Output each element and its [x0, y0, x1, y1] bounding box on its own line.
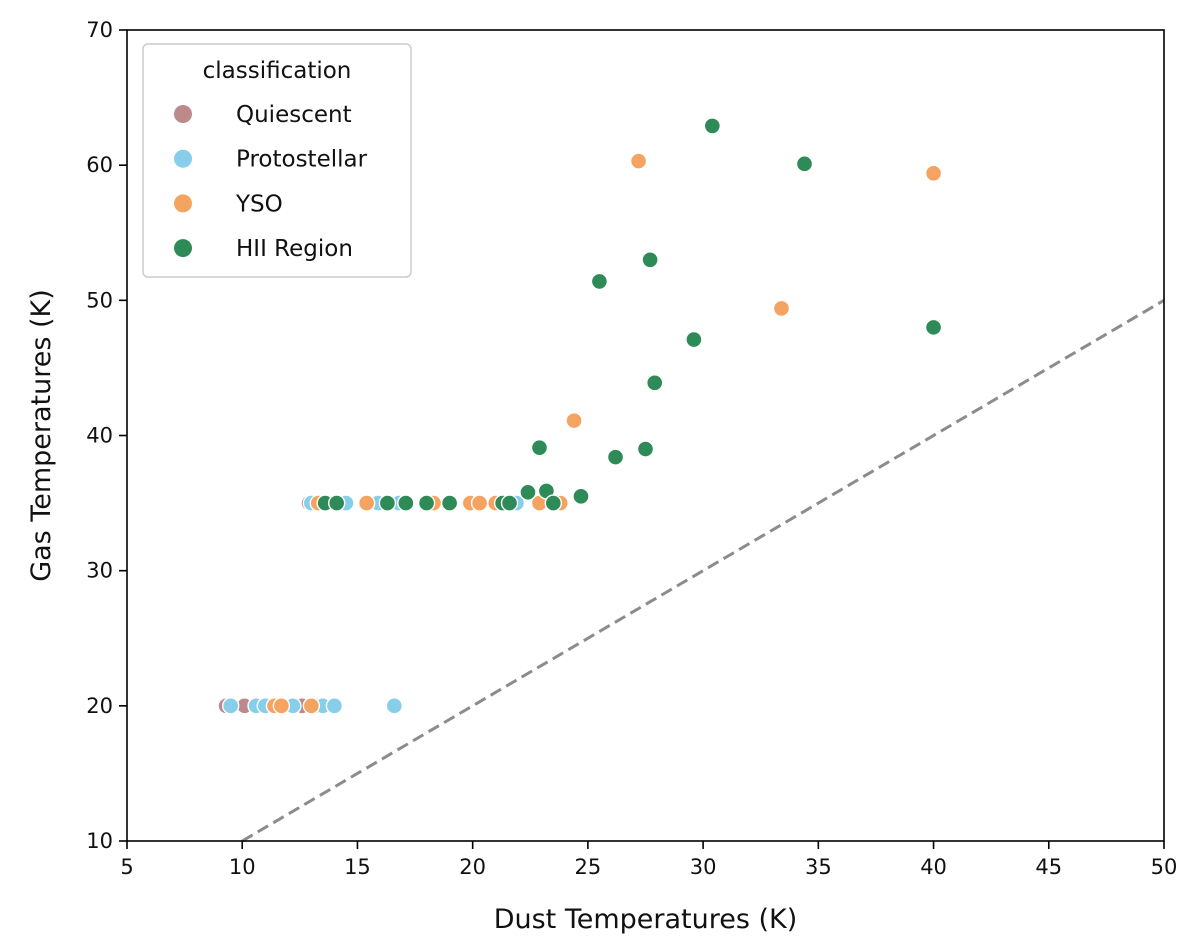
data-point: [636, 440, 655, 458]
x-tick-label: 5: [120, 855, 133, 879]
legend-label: Protostellar: [236, 147, 368, 173]
data-point: [328, 494, 346, 512]
data-point: [530, 438, 549, 457]
x-tick-label: 40: [920, 855, 947, 879]
legend-marker: [174, 194, 192, 213]
data-point: [646, 374, 664, 392]
data-point: [325, 697, 344, 715]
x-tick-label: 35: [805, 855, 832, 879]
x-axis-ticks: 5 10 15 20 25 30 35 40 45 50: [120, 841, 1177, 879]
legend: classification Quiescent Protostellar YSO H…: [142, 43, 412, 278]
plot-frame: [126, 29, 1165, 842]
x-axis-label: Dust Temperatures (K): [494, 904, 798, 935]
legend-label: YSO: [235, 191, 283, 217]
legend-marker: [174, 105, 192, 123]
y-tick-label: 50: [86, 288, 113, 312]
series-yso: [265, 152, 943, 715]
data-point: [685, 330, 703, 349]
y-tick-label: 10: [86, 829, 113, 853]
data-point: [500, 494, 519, 512]
legend-items: Quiescent Protostellar YSO HII Region: [174, 102, 368, 262]
data-point: [519, 483, 537, 501]
data-point: [795, 155, 814, 173]
data-point: [544, 494, 563, 512]
y-tick-label: 20: [86, 694, 113, 718]
legend-label: Quiescent: [236, 102, 352, 128]
legend-label: HII Region: [236, 236, 353, 262]
data-point: [397, 494, 415, 512]
x-tick-label: 25: [575, 855, 602, 879]
data-point: [440, 494, 459, 512]
data-point: [272, 697, 291, 715]
legend-title: classification: [203, 58, 352, 84]
data-point: [572, 487, 590, 506]
x-tick-label: 45: [1035, 855, 1062, 879]
y-tick-label: 60: [86, 153, 113, 177]
data-point: [470, 494, 489, 512]
legend-marker: [174, 149, 192, 168]
data-point: [641, 251, 659, 269]
series-hii-region: [316, 117, 943, 512]
data-point: [357, 494, 376, 512]
data-point: [378, 494, 397, 512]
legend-marker: [174, 239, 192, 258]
x-tick-label: 15: [344, 855, 371, 879]
data-point: [629, 152, 648, 170]
y-tick-label: 40: [86, 424, 113, 448]
data-point: [385, 697, 404, 715]
data-point: [703, 117, 722, 135]
data-point: [417, 494, 436, 512]
data-point: [924, 164, 943, 182]
y-tick-label: 70: [86, 18, 113, 42]
x-tick-label: 30: [690, 855, 717, 879]
data-point: [924, 318, 943, 337]
y-axis-label: Gas Temperatures (K): [26, 289, 57, 582]
data-point: [565, 411, 583, 430]
data-point: [772, 299, 791, 318]
x-tick-label: 50: [1151, 855, 1178, 879]
x-tick-label: 20: [459, 855, 486, 879]
data-point: [221, 697, 240, 715]
data-point: [302, 697, 321, 715]
legend-box: [142, 43, 412, 278]
x-tick-label: 10: [229, 855, 256, 879]
data-point: [606, 448, 625, 466]
reference-diagonal-line: [241, 299, 1165, 843]
y-tick-label: 30: [86, 559, 113, 583]
data-point: [590, 272, 609, 291]
data-points: [217, 117, 943, 715]
y-axis-ticks: 10 20 30 40 50 60 70: [86, 18, 127, 853]
